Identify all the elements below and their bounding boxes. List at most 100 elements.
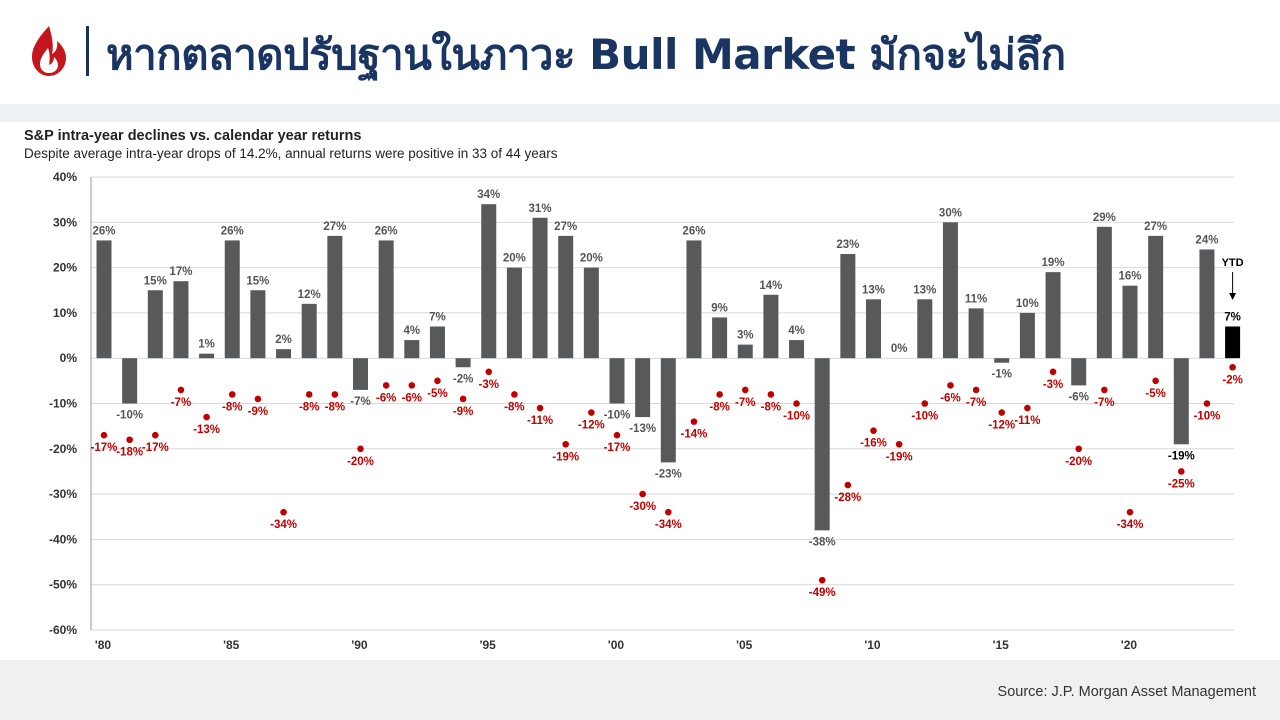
decline-dot — [100, 431, 108, 439]
footer — [0, 660, 1280, 720]
return-label: -10% — [116, 410, 143, 422]
x-tick-label: '80 — [95, 638, 112, 652]
decline-label: -6% — [376, 392, 396, 404]
decline-dot — [972, 386, 980, 394]
decline-dot — [562, 440, 569, 448]
return-label: 4% — [403, 325, 420, 337]
decline-label: -8% — [504, 401, 524, 413]
x-tick-label: '00 — [608, 638, 625, 652]
return-bar — [378, 240, 394, 359]
return-label: 4% — [788, 325, 805, 337]
return-label: 30% — [939, 207, 962, 219]
return-bar — [583, 267, 599, 359]
return-label: 0% — [891, 343, 908, 355]
return-bar — [147, 290, 163, 359]
decline-label: -28% — [834, 492, 861, 504]
y-tick-label: -20% — [49, 442, 77, 456]
return-label: -1% — [992, 369, 1012, 381]
decline-label: -13% — [193, 424, 220, 436]
return-label: 14% — [759, 280, 782, 292]
return-bar — [1071, 358, 1087, 386]
header-divider — [86, 26, 89, 76]
return-label: 19% — [1042, 257, 1065, 269]
x-tick-label: '10 — [864, 638, 881, 652]
return-label: 17% — [169, 266, 192, 278]
return-bar — [866, 299, 881, 359]
chart-title: S&P intra-year declines vs. calendar yea… — [24, 128, 362, 144]
return-label: 27% — [554, 221, 577, 233]
return-bar — [994, 358, 1010, 363]
return-bar — [660, 358, 676, 463]
return-label: 7% — [1224, 311, 1241, 323]
return-bar — [917, 299, 933, 359]
decline-dot — [947, 382, 954, 389]
decline-dot — [895, 440, 903, 448]
return-label: 27% — [323, 221, 346, 233]
decline-label: -25% — [1168, 478, 1195, 490]
y-tick-label: 30% — [53, 215, 77, 229]
decline-dot — [870, 427, 877, 434]
decline-dot — [357, 445, 364, 453]
return-label: 15% — [144, 275, 167, 287]
return-label: 24% — [1195, 234, 1218, 246]
decline-label: -8% — [222, 401, 242, 413]
ytd-return-bar — [1225, 326, 1241, 359]
y-tick-label: -40% — [49, 532, 77, 546]
decline-dot — [844, 481, 852, 489]
decline-label: -12% — [988, 420, 1015, 432]
return-bar — [1019, 312, 1035, 359]
return-label: 13% — [862, 284, 885, 296]
decline-dot — [1075, 445, 1082, 453]
decline-dot — [1101, 386, 1108, 394]
decline-label: -12% — [578, 420, 605, 432]
return-label: 26% — [375, 225, 398, 237]
decline-label: -5% — [427, 388, 447, 400]
ytd-label: YTD — [1222, 257, 1244, 269]
bar-chart: 40% 30% 20% 10% 0% -10% -20% -30% -40% -50% -60% '8… — [49, 170, 1244, 652]
decline-dot — [152, 431, 159, 439]
return-label: 16% — [1118, 271, 1141, 283]
decline-label: -3% — [1043, 379, 1063, 391]
decline-dot — [126, 436, 133, 444]
decline-label: -17% — [91, 442, 118, 454]
decline-dot — [434, 377, 441, 385]
return-bar — [1045, 272, 1061, 359]
decline-dot — [1178, 468, 1185, 475]
decline-dot — [818, 576, 826, 584]
decline-dot — [280, 508, 287, 516]
return-bar — [199, 353, 215, 359]
decline-label: -16% — [860, 438, 887, 450]
decline-dot — [536, 404, 544, 412]
page-title: หากตลาดปรับฐานในภาวะ Bull Market มักจะไม… — [106, 30, 1066, 79]
return-label: 26% — [682, 225, 705, 237]
return-bar — [737, 344, 753, 359]
return-bar — [968, 308, 984, 359]
decline-dot — [254, 395, 262, 403]
decline-label: -8% — [325, 401, 345, 413]
return-bar — [1122, 285, 1138, 359]
decline-label: -30% — [629, 501, 656, 513]
return-bar — [840, 254, 856, 359]
decline-dot — [203, 413, 210, 421]
return-bar — [609, 358, 625, 404]
decline-label: -5% — [1145, 388, 1165, 400]
decline-dot — [665, 508, 672, 516]
decline-label: -20% — [347, 456, 374, 468]
return-label: 11% — [965, 293, 987, 305]
return-bar — [224, 240, 240, 359]
return-bar — [942, 222, 958, 359]
return-label: 26% — [92, 225, 115, 237]
decline-dot — [1049, 368, 1057, 376]
return-bar — [1173, 358, 1189, 445]
return-bar — [1148, 235, 1164, 359]
header-band — [0, 104, 1280, 122]
return-label: 9% — [711, 302, 728, 314]
return-bar — [1096, 226, 1112, 359]
return-bar — [353, 358, 368, 390]
decline-label: -17% — [142, 442, 169, 454]
chart-subtitle: Despite average intra-year drops of 14.2… — [24, 146, 558, 161]
header: หากตลาดปรับฐานในภาวะ Bull Market มักจะไม… — [0, 0, 1280, 104]
return-bar — [532, 217, 548, 359]
decline-label: -7% — [735, 397, 755, 409]
decline-dot — [459, 395, 467, 403]
